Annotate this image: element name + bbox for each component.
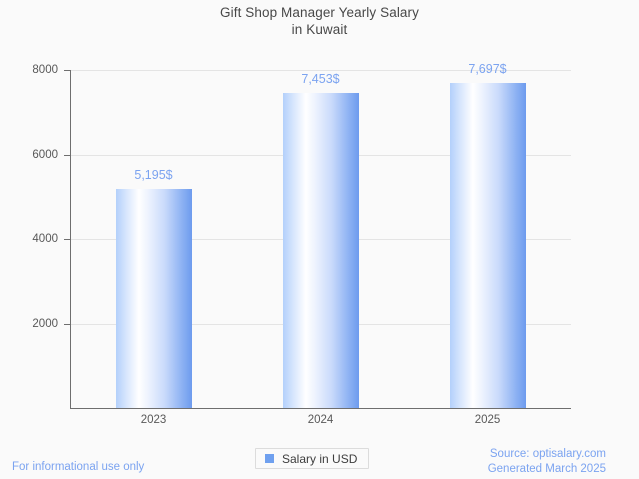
chart-legend[interactable]: Salary in USD xyxy=(255,448,370,469)
y-axis-tick-label: 8000 xyxy=(32,64,58,76)
plot-area xyxy=(70,70,571,408)
gridline xyxy=(70,70,571,71)
chart-title: Gift Shop Manager Yearly Salary in Kuwai… xyxy=(0,4,639,38)
legend-item-label: Salary in USD xyxy=(282,451,358,466)
bar-value-label: 5,195$ xyxy=(134,167,173,182)
y-axis-line xyxy=(70,70,71,409)
bar-value-label: 7,453$ xyxy=(301,72,340,87)
x-axis-tick-label: 2025 xyxy=(474,414,501,426)
y-tick-mark xyxy=(64,323,70,325)
chart-title-line-1: Gift Shop Manager Yearly Salary xyxy=(220,5,419,20)
y-tick-mark xyxy=(64,154,70,156)
y-axis-tick-label: 6000 xyxy=(32,148,58,161)
x-axis-line xyxy=(70,408,571,409)
chart-title-line-2: in Kuwait xyxy=(291,22,348,37)
bar[interactable] xyxy=(449,82,526,408)
legend-swatch-icon xyxy=(265,454,274,463)
y-tick-mark xyxy=(64,70,70,71)
y-tick-mark xyxy=(64,239,70,240)
footer-source: Source: optisalary.com xyxy=(489,448,606,460)
bar[interactable] xyxy=(282,93,359,408)
footer-source-block: Source: optisalary.com Generated March 2… xyxy=(488,447,606,477)
y-axis-tick-label: 2000 xyxy=(32,317,58,330)
y-axis-tick-label: 4000 xyxy=(32,233,58,245)
bar[interactable] xyxy=(115,188,192,408)
footer-generated: Generated March 2025 xyxy=(487,463,606,475)
x-axis-tick-label: 2023 xyxy=(140,414,167,426)
footer-disclaimer: For informational use only xyxy=(12,461,145,473)
bar-value-label: 7,697$ xyxy=(468,61,507,76)
x-axis-tick-label: 2024 xyxy=(307,414,334,426)
